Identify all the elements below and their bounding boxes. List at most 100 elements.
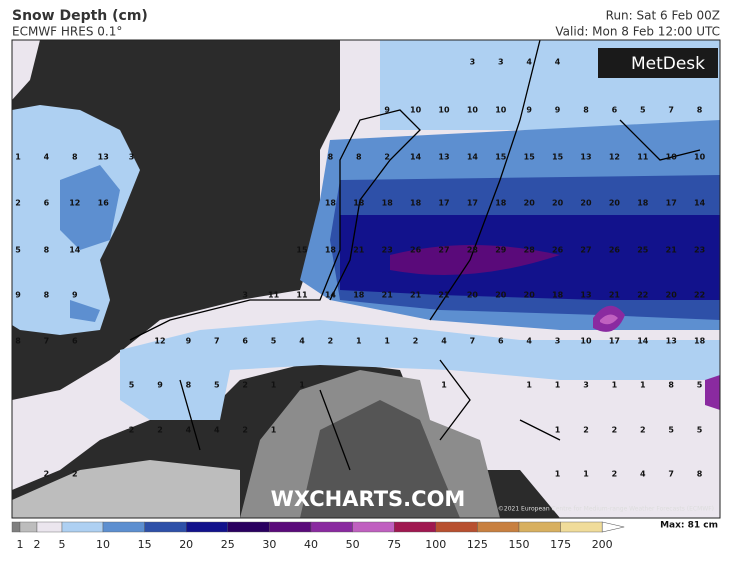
grid-value: 8 xyxy=(356,153,362,162)
legend-label: 125 xyxy=(467,538,488,551)
legend-swatch xyxy=(435,521,478,533)
legend-label: 20 xyxy=(179,538,193,551)
grid-value: 1 xyxy=(640,381,646,390)
grid-value: 8 xyxy=(583,106,589,115)
legend-swatch xyxy=(227,521,270,533)
grid-value: 21 xyxy=(353,246,365,255)
grid-value: 18 xyxy=(325,199,337,208)
legend-swatch xyxy=(36,521,63,533)
watermark: WXCHARTS.COM xyxy=(271,487,466,511)
grid-value: 20 xyxy=(495,291,507,300)
grid-value: 3 xyxy=(583,381,589,390)
grid-value: 2 xyxy=(583,426,589,435)
legend-swatch xyxy=(102,521,145,533)
grid-value: 6 xyxy=(44,199,50,208)
grid-value: 15 xyxy=(524,153,536,162)
grid-value: 17 xyxy=(438,199,449,208)
legend-label: 75 xyxy=(387,538,401,551)
grid-value: 6 xyxy=(498,337,504,346)
grid-value: 20 xyxy=(467,291,479,300)
legend-swatch xyxy=(11,521,21,533)
grid-value: 21 xyxy=(609,291,621,300)
subtitle: ECMWF HRES 0.1° xyxy=(12,25,122,39)
grid-value: 4 xyxy=(186,426,192,435)
grid-value: 26 xyxy=(552,246,564,255)
legend-max: Max: 81 cm xyxy=(660,521,718,531)
grid-value: 1 xyxy=(271,381,277,390)
legend-swatch xyxy=(144,521,187,533)
grid-value: 18 xyxy=(325,246,337,255)
grid-value: 8 xyxy=(328,153,334,162)
grid-value: 2 xyxy=(129,426,135,435)
grid-value: 20 xyxy=(580,199,592,208)
grid-value: 22 xyxy=(637,291,648,300)
grid-value: 26 xyxy=(609,246,621,255)
grid-value: 4 xyxy=(555,58,561,67)
grid-value: 11 xyxy=(637,153,649,162)
grid-value: 20 xyxy=(524,199,536,208)
grid-value: 2 xyxy=(612,426,618,435)
grid-value: 21 xyxy=(438,291,450,300)
legend-swatch xyxy=(477,521,520,533)
grid-value: 8 xyxy=(44,246,50,255)
legend-label: 5 xyxy=(59,538,66,551)
grid-value: 14 xyxy=(410,153,422,162)
valid: Valid: Mon 8 Feb 12:00 UTC xyxy=(555,25,720,39)
grid-value: 20 xyxy=(524,291,536,300)
grid-value: 27 xyxy=(438,246,449,255)
grid-value: 5 xyxy=(129,381,135,390)
legend-swatch xyxy=(352,521,395,533)
credit: ©2021 European Centre for Medium-range W… xyxy=(498,506,714,513)
grid-value: 2 xyxy=(413,337,419,346)
grid-value: 13 xyxy=(98,153,109,162)
grid-value: 18 xyxy=(495,199,507,208)
grid-value: 7 xyxy=(668,106,674,115)
grid-value: 17 xyxy=(609,337,620,346)
grid-value: 12 xyxy=(154,337,165,346)
grid-value: 3 xyxy=(242,291,248,300)
grid-value: 10 xyxy=(438,106,450,115)
grid-value: 14 xyxy=(694,199,706,208)
grid-value: 28 xyxy=(467,246,479,255)
grid-value: 5 xyxy=(668,426,674,435)
grid-value: 1 xyxy=(555,470,561,479)
grid-value: 4 xyxy=(214,426,220,435)
grid-value: 14 xyxy=(467,153,479,162)
grid-value: 5 xyxy=(697,381,703,390)
legend-swatch xyxy=(560,521,603,533)
grid-value: 18 xyxy=(410,199,422,208)
grid-value: 13 xyxy=(580,291,591,300)
legend-swatch xyxy=(19,521,38,533)
grid-value: 1 xyxy=(555,426,561,435)
legend-label: 1 xyxy=(17,538,24,551)
grid-value: 10 xyxy=(666,153,678,162)
grid-value: 28 xyxy=(524,246,536,255)
grid-value: 4 xyxy=(640,470,646,479)
grid-value: 21 xyxy=(410,291,422,300)
legend-label: 40 xyxy=(304,538,318,551)
grid-value: 18 xyxy=(552,291,564,300)
grid-value: 2 xyxy=(242,381,248,390)
grid-value: 9 xyxy=(157,381,163,390)
grid-value: 3 xyxy=(129,153,135,162)
grid-value: 6 xyxy=(612,106,618,115)
title: Snow Depth (cm) xyxy=(12,8,148,24)
grid-value: 13 xyxy=(438,153,449,162)
grid-value: 1 xyxy=(555,381,561,390)
grid-value: 14 xyxy=(637,337,649,346)
grid-value: 20 xyxy=(552,199,564,208)
legend-swatch xyxy=(518,521,561,533)
grid-value: 5 xyxy=(214,381,220,390)
grid-value: 1 xyxy=(299,381,305,390)
grid-value: 8 xyxy=(668,381,674,390)
grid-value: 8 xyxy=(72,153,78,162)
grid-value: 1 xyxy=(384,337,390,346)
grid-value: 29 xyxy=(495,246,507,255)
grid-value: 18 xyxy=(382,199,394,208)
legend-swatch xyxy=(394,521,437,533)
grid-value: 14 xyxy=(69,246,81,255)
grid-value: 9 xyxy=(72,291,78,300)
grid-value: 6 xyxy=(72,337,78,346)
grid-value: 7 xyxy=(668,470,674,479)
